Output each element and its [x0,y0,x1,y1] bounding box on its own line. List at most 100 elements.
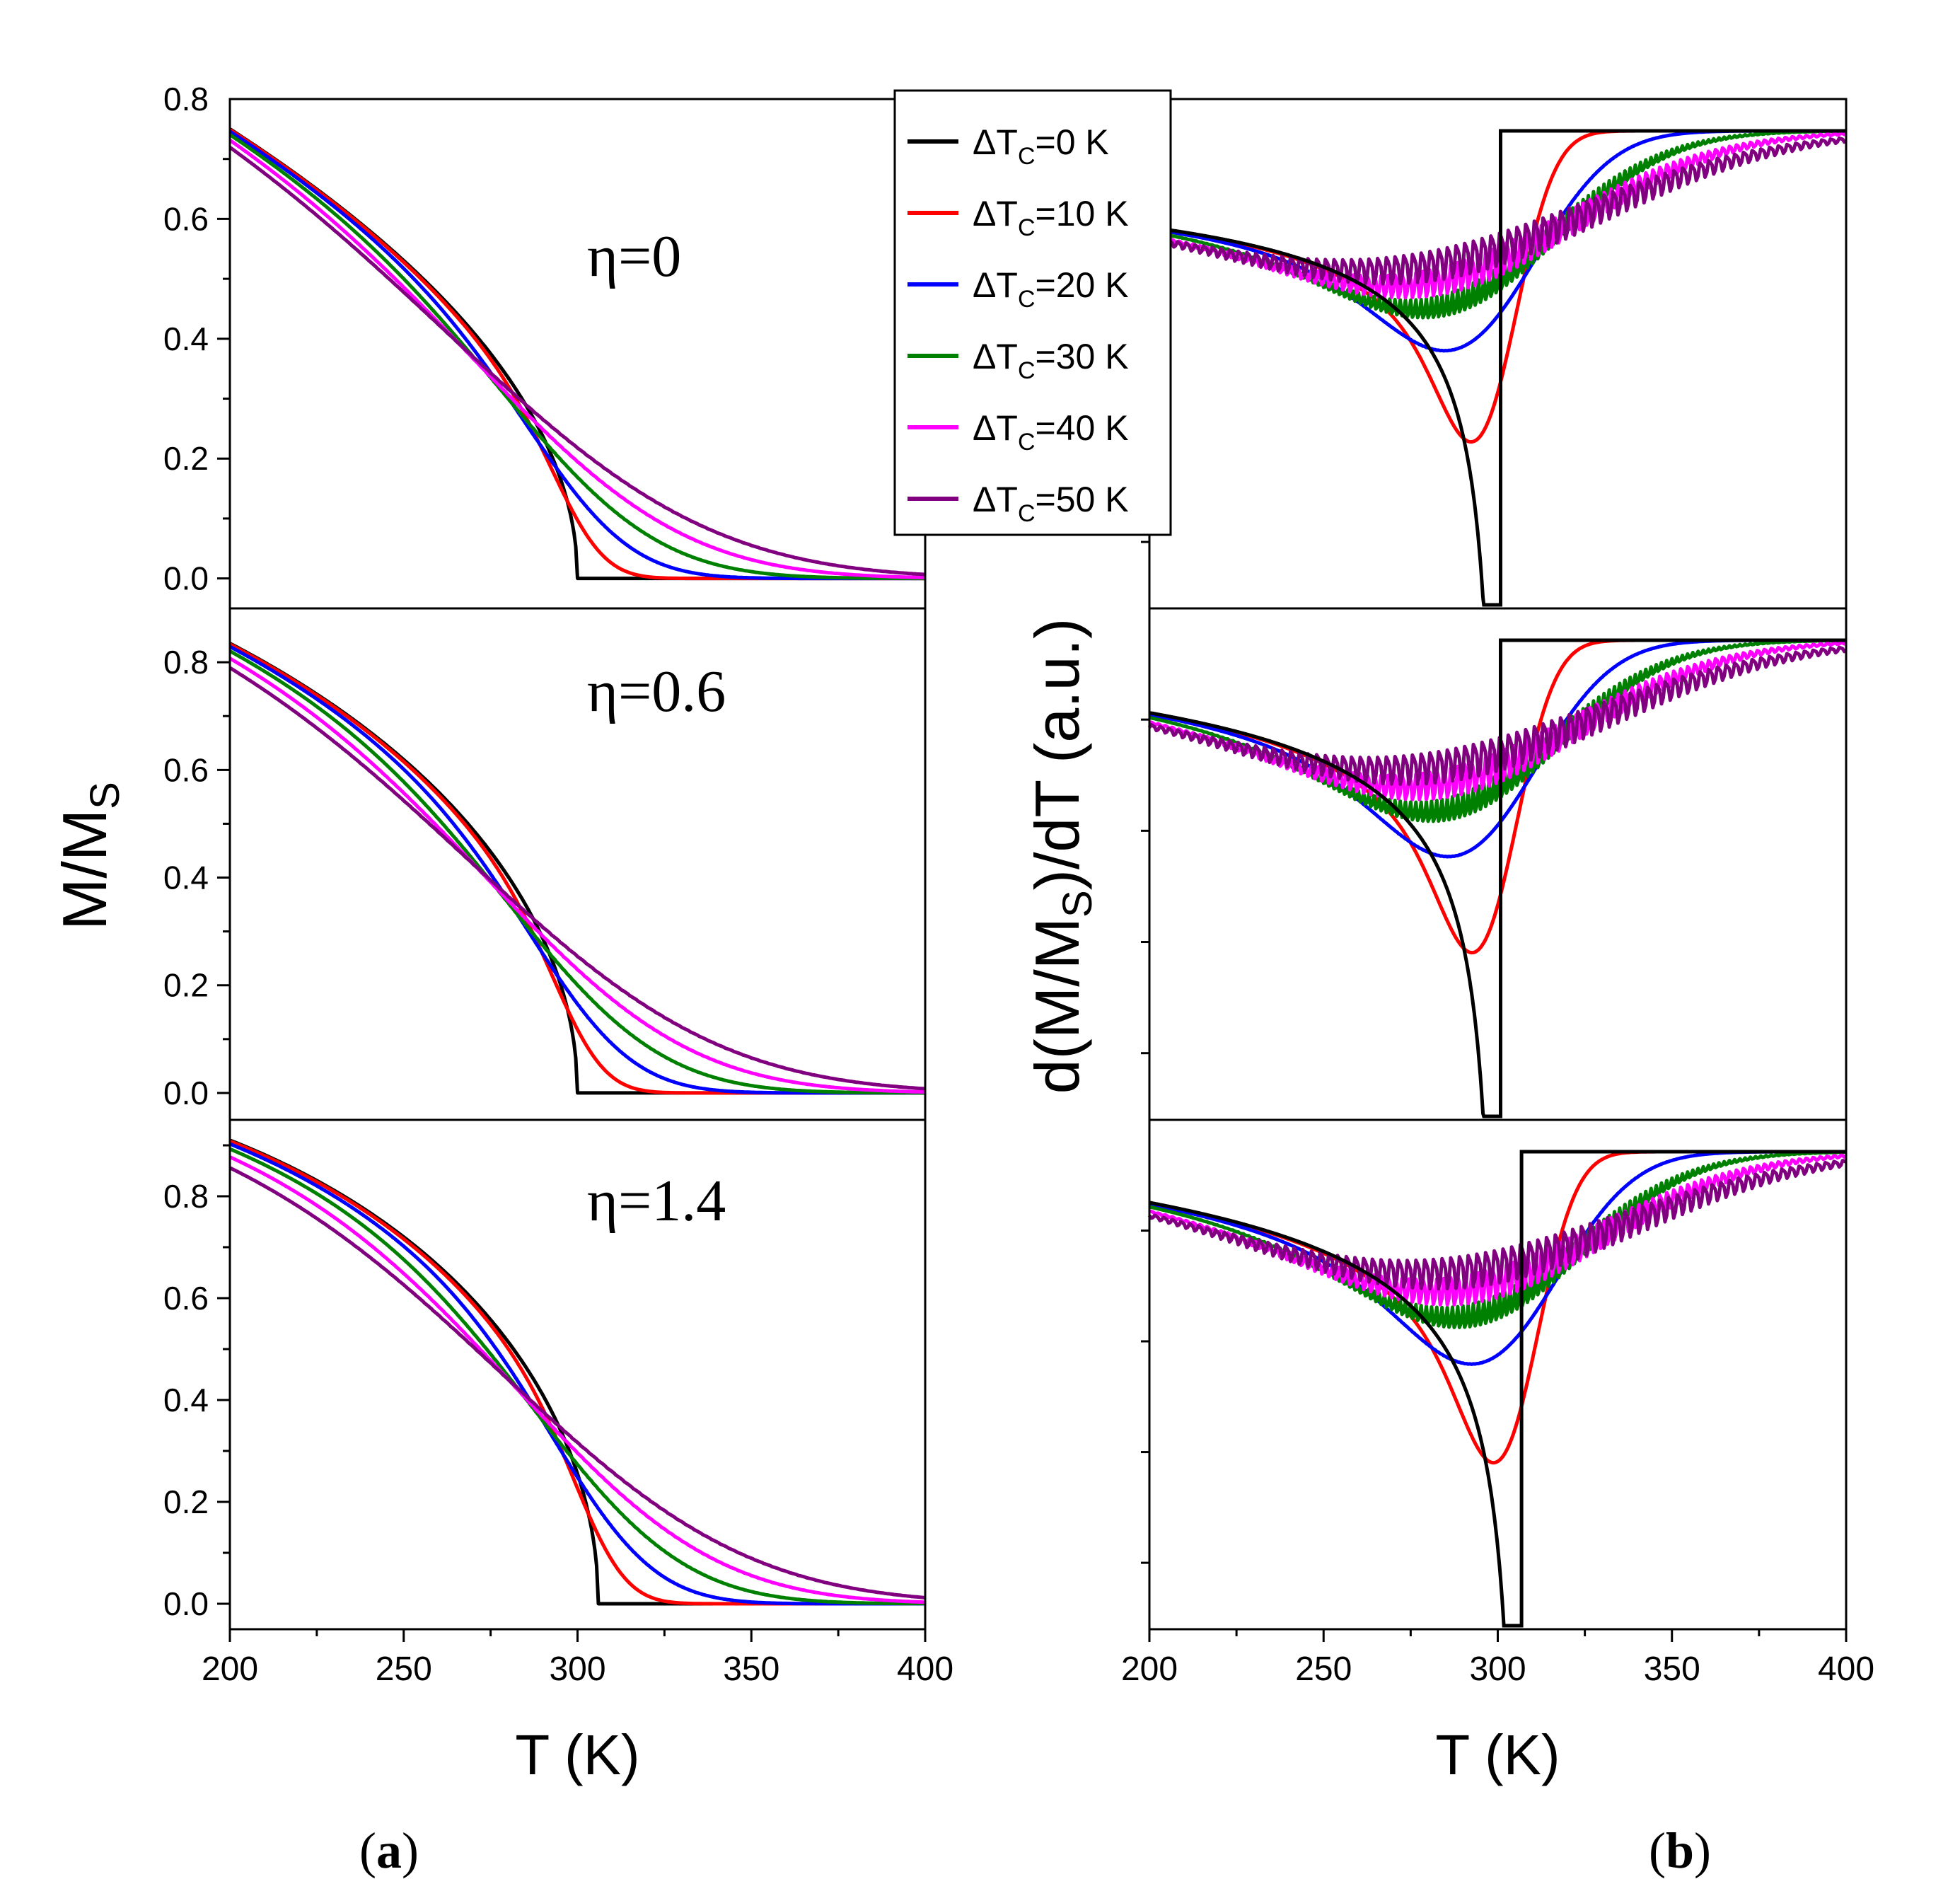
eta-value: =0.6 [618,659,726,724]
derivative-curve-eta0-dTc50 [1147,136,1848,286]
y-tick-label: 0.8 [163,81,209,117]
legend-value: =20 K [1036,265,1129,305]
y-tick-label: 0.4 [163,320,209,357]
magnetization-curve-eta0-dTc30 [228,133,925,581]
eta-value: =1.4 [618,1168,726,1234]
curves-layer [228,127,1848,1628]
derivative-curve-eta1.4-dTc50 [1147,1159,1848,1291]
legend-subscript: C [1018,429,1036,456]
legend-subscript: C [1018,143,1036,170]
y-tick-label: 0.0 [163,1585,209,1622]
magnetization-curve-eta0.6-dTc40 [228,656,926,1094]
eta-symbol: η [587,659,618,724]
legend-label-4: ΔTC=40 K [973,408,1129,456]
y-label-pre: d(M/M [1022,918,1092,1094]
legend-prefix: ΔT [973,265,1018,305]
legend-prefix: ΔT [973,337,1018,376]
right-x-axis-label: T (K) [1435,1723,1560,1786]
left-x-tick-label: 250 [376,1650,432,1688]
panel-label-open: ( [359,1822,376,1879]
right-y-axis-label: d(M/MS)/dT (a.u.) [1022,618,1101,1094]
y-label-subscript: S [82,782,128,809]
panel-label-a: (a) [359,1822,419,1879]
magnetization-curve-eta1.4-dTc40 [228,1155,926,1604]
left-x-tick-label: 200 [202,1650,258,1688]
left-x-tick-label: 300 [549,1650,605,1688]
magnetization-curve-eta1.4-dTc20 [229,1142,925,1606]
derivative-curve-eta1.4-dTc0 [1149,1150,1846,1628]
derivative-curve-eta0-dTc0 [1149,129,1846,607]
right-x-tick-label: 350 [1644,1650,1700,1688]
legend-prefix: ΔT [973,194,1018,233]
y-tick-label: 0.2 [163,967,209,1004]
left-x-axis-label: T (K) [515,1723,639,1786]
legend-label-3: ΔTC=30 K [973,337,1129,384]
panel-label-b: (b) [1649,1822,1711,1879]
eta-annotation: η=0 [587,224,681,289]
eta-symbol: η [587,1168,618,1234]
left-x-tick-label: 400 [897,1650,953,1688]
magnetization-curve-eta1.4-dTc50 [228,1166,926,1600]
y-tick-label: 0.4 [163,860,209,896]
eta-value: =0 [618,224,681,289]
right-x-tick-label: 250 [1295,1650,1352,1688]
magnetization-curve-eta0.6-dTc30 [228,649,925,1095]
derivative-curve-eta0.6-dTc50 [1147,645,1848,787]
legend-value: =10 K [1036,194,1129,233]
eta-symbol: η [587,224,618,289]
eta-annotation: η=1.4 [587,1168,726,1234]
eta-annotation: η=0.6 [587,659,726,724]
right-x-tick-label: 200 [1121,1650,1178,1688]
y-tick-label: 0.0 [163,560,209,597]
legend-value: =50 K [1036,480,1129,519]
right-x-tick-label: 400 [1818,1650,1874,1688]
y-tick-label: 0.0 [163,1075,209,1111]
legend-label-1: ΔTC=10 K [973,194,1129,241]
legend-subscript: C [1018,286,1036,313]
legend-subscript: C [1018,357,1036,384]
legend-value: =30 K [1036,337,1129,376]
legend-prefix: ΔT [973,480,1018,519]
magnetization-curve-eta0.6-dTc20 [228,644,925,1095]
legend-prefix: ΔT [973,408,1018,448]
y-label-post: )/dT (a.u.) [1022,618,1092,891]
y-tick-label: 0.2 [163,1483,209,1520]
y-tick-label: 0.6 [163,751,209,788]
panel-label-open: ( [1649,1822,1666,1879]
left-y-axis-label: M/MS [50,782,128,930]
left-x-tick-label: 350 [723,1650,779,1688]
text-layer: 0.00.20.40.60.8η=00.00.20.40.60.8 η=0.60.… [50,81,1874,1879]
y-label-main: M/M [50,809,120,930]
legend-value: =40 K [1036,408,1129,448]
legend-label-5: ΔTC=50 K [973,480,1129,527]
derivative-curve-eta0-dTc40 [1149,132,1847,300]
derivative-curve-eta0.6-dTc0 [1149,638,1846,1118]
magnetization-curve-eta0-dTc40 [228,139,926,579]
panel-label-close: ) [1694,1822,1711,1879]
legend-label-2: ΔTC=20 K [973,265,1129,313]
magnetization-curve-eta1.4-dTc30 [228,1147,925,1606]
y-tick-label: 0.8 [163,644,209,681]
y-tick-label: 0.4 [163,1382,209,1418]
y-tick-label: 0.6 [163,200,209,237]
legend-prefix: ΔT [973,122,1018,162]
derivative-curve-eta1.4-dTc30 [1149,1150,1847,1329]
y-label-subscript: S [1055,890,1101,918]
magnetization-curve-eta0.6-dTc50 [228,666,926,1091]
legend-subscript: C [1018,500,1036,527]
legend-value: =0 K [1036,122,1109,162]
derivative-curve-eta0.6-dTc40 [1149,641,1847,802]
panel-label-letter: b [1666,1822,1694,1879]
legend-label-0: ΔTC=0 K [973,122,1109,170]
right-x-tick-label: 300 [1469,1650,1526,1688]
y-tick-label: 0.2 [163,440,209,477]
y-tick-label: 0.6 [163,1280,209,1317]
y-tick-label: 0.8 [163,1178,209,1215]
panel-label-close: ) [402,1822,419,1879]
panel-label-letter: a [376,1822,402,1879]
legend-subscript: C [1018,214,1036,241]
magnetization-curve-eta0-dTc50 [228,146,926,577]
legend-box [893,89,1172,536]
